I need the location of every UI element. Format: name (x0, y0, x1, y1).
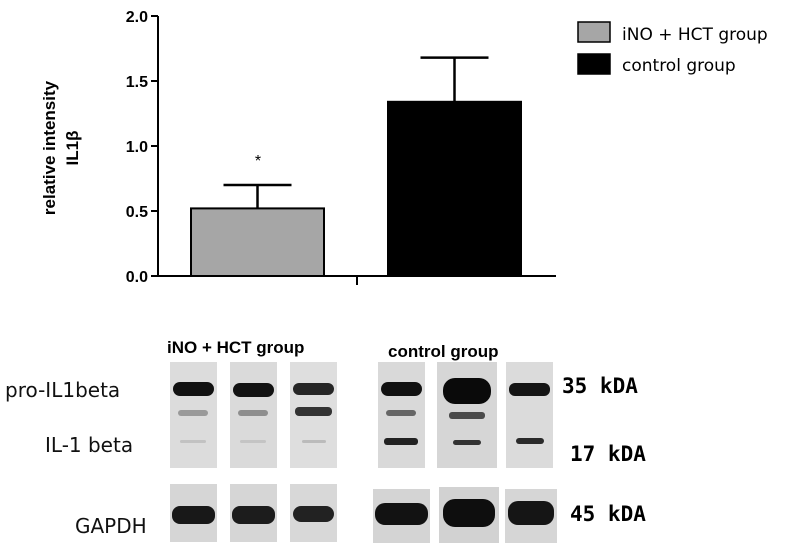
bar-chart: 0.0 0.5 1.0 1.5 2.0 * relative intensity IL1… (40, 9, 768, 286)
bar-control (387, 100, 522, 277)
legend-label-control: control group (622, 56, 736, 76)
legend: iNO + HCT group control group (577, 21, 768, 76)
blot-lane-5 (437, 362, 497, 468)
kda-label-17: 17 kDA (570, 442, 646, 466)
gapdh-lane-4 (373, 489, 430, 543)
gapdh-lane-1 (170, 484, 217, 542)
y-tick-label: 0.5 (126, 204, 148, 221)
y-tick-label: 1.5 (126, 74, 148, 91)
gapdh-lane-3 (290, 484, 337, 542)
significance-marker: * (255, 153, 261, 170)
kda-label-35: 35 kDA (562, 374, 638, 398)
blot-row-label-pro-il1beta: pro-IL1beta (5, 378, 121, 402)
blot-group-label-ino-hct: iNO + HCT group (167, 338, 305, 357)
blot-lane-1 (170, 362, 217, 468)
blot-lane-3 (290, 362, 337, 468)
blot-lane-2 (230, 362, 277, 468)
blot-group-label-control: control group (388, 342, 499, 361)
y-axis-label: relative intensity (40, 80, 59, 215)
bar-ino-hct (190, 207, 325, 277)
legend-swatch-control (577, 53, 611, 75)
gapdh-lane-5 (439, 487, 499, 543)
y-tick-label: 1.0 (126, 139, 148, 156)
gapdh-lane-6 (505, 489, 557, 543)
kda-label-45: 45 kDA (570, 502, 646, 526)
bars: * (190, 56, 522, 277)
y-tick-label: 2.0 (126, 9, 148, 26)
blot-lane-6 (506, 362, 553, 468)
blot-row-label-gapdh: GAPDH (75, 514, 147, 538)
blot-lane-4 (378, 362, 425, 468)
gapdh-lane-2 (230, 484, 277, 542)
y-tick-label: 0.0 (126, 269, 148, 286)
legend-swatch-ino-hct (577, 21, 611, 43)
blot-row-label-il1beta: IL-1 beta (45, 433, 134, 457)
legend-label-ino-hct: iNO + HCT group (622, 25, 768, 45)
y-axis-label-protein: IL1β (63, 131, 82, 166)
